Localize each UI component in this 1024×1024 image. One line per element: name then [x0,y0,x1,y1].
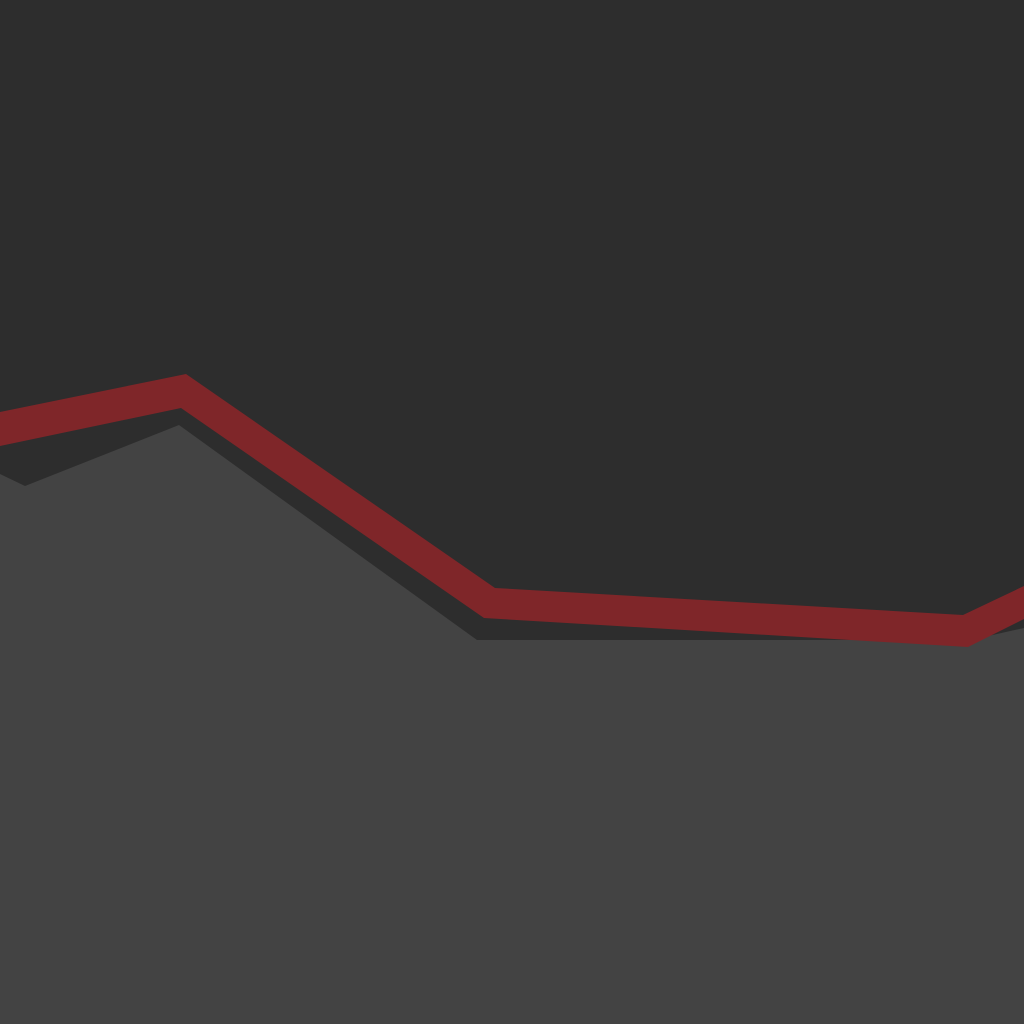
red-band-shape [0,374,1024,647]
gray-terrain-shape [0,425,1024,1024]
